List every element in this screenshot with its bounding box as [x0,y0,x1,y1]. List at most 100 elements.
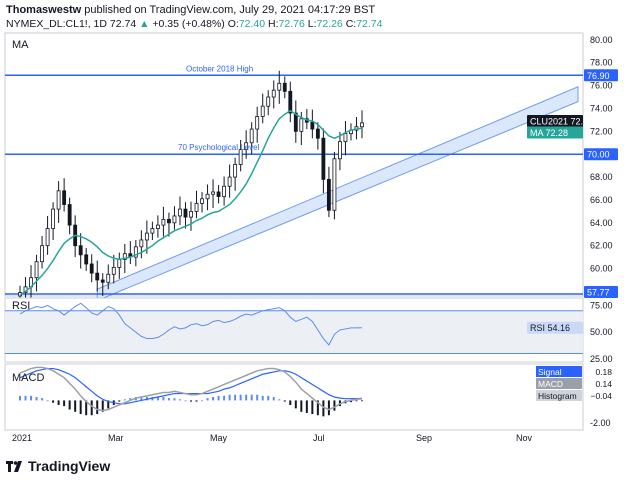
histogram-bar [24,395,27,401]
candle-body [216,191,221,197]
histogram-bar [41,398,44,401]
histogram-bar [101,400,104,412]
y-tick-label: 68.00 [590,172,613,182]
candle-body [293,112,298,132]
rsi-tick-label: 75.00 [590,300,613,310]
publish-line: Thomaswestw published on TradingView.com… [6,3,382,17]
level-badge: 76.90 [584,69,618,82]
close-label: C: [345,18,357,30]
candle-body [122,253,127,260]
candle-body [133,246,138,258]
histogram-bar [140,397,143,401]
histogram-bar [35,397,38,401]
candle-body [183,208,188,218]
publish-info: published on TradingView.com, July 29, 2… [84,4,376,16]
y-tick-label: 72.00 [590,126,613,136]
histogram-bar [239,394,242,401]
svg-text:Histogram: Histogram [538,391,577,401]
macd-panel-title: MACD [12,372,44,384]
svg-text:57.77: 57.77 [587,288,610,298]
candle-body [51,208,56,229]
macd-line [19,366,363,412]
histogram-bar [245,394,248,401]
candle-body [271,89,276,98]
y-tick-label: 80.00 [590,35,613,45]
x-axis: 2021 Mar May Jul Sep Nov [12,433,533,443]
svg-text:MACD: MACD [538,379,563,389]
candle-body [343,133,348,143]
symbol-label: NYMEX_DL:CL1!, 1D [6,18,107,30]
price-badge: CLU2021 72.74 [527,115,593,128]
candle-body [277,82,282,91]
candle-body [321,137,326,180]
histogram-bar [316,400,319,416]
author-name[interactable]: Thomaswestw [6,4,82,16]
x-tick-label: Mar [108,433,124,443]
low-value: 72.26 [316,18,343,30]
y-tick-label: 60.00 [590,264,613,274]
histogram-bar [256,394,259,401]
y-tick-label: 74.00 [590,103,613,113]
histogram-bar [79,400,82,415]
candle-body [315,128,320,139]
histogram-bar [333,400,336,411]
histogram-bar [217,395,220,401]
histogram-bar [19,395,21,401]
rsi-tick-label: 25.00 [590,354,613,364]
histogram-bar [267,395,270,401]
candle-body [139,239,144,248]
level-badge: 57.77 [584,286,618,298]
rsi-panel: RSI [4,297,584,363]
histogram-bar [349,400,352,403]
last-price: 72.74 [109,18,137,30]
candle-body [227,176,232,187]
candle-body [200,198,204,204]
histogram-bar [118,400,121,402]
svg-text:0.18: 0.18 [595,367,612,377]
histogram-bar [96,400,99,415]
histogram-bar [300,400,303,412]
histogram-bar [167,398,170,401]
svg-text:RSI 54.16: RSI 54.16 [530,323,570,333]
histogram-bar [311,400,314,415]
svg-text:MA 72.28: MA 72.28 [530,128,568,138]
candle-body [244,142,249,151]
candle-body [144,232,149,241]
histogram-bar [294,400,297,409]
candle-body [67,204,72,226]
candle-body [222,185,227,197]
histogram-bar [278,399,281,401]
level-badge: 70.00 [584,148,618,161]
x-tick-label: Nov [516,433,533,443]
y-tick-label: 66.00 [590,195,613,205]
candle-body [260,105,265,117]
histogram-bar [63,400,66,407]
histogram-bar [162,397,165,401]
histogram-bar [234,394,237,401]
candle-body [194,202,199,212]
open-value: 72.40 [238,18,266,30]
candle-body [332,158,337,211]
histogram-bar [68,400,71,410]
histogram-bar [283,400,286,402]
candle-body [360,122,364,128]
footer-brand[interactable]: TradingView [6,458,110,474]
histogram-bar [156,397,159,401]
candle-body [100,279,105,283]
macd-panel-frame [4,363,584,431]
rsi-panel-title: RSI [12,300,30,312]
candle-body [282,82,287,92]
price-panel: MA October 2018 High 70 Psychological Le… [4,32,584,303]
candle-body [178,208,182,217]
candle-body [161,218,166,226]
histogram-bar [184,400,187,402]
candle-body [255,116,260,130]
histogram-bar [261,395,264,401]
candle-body [45,228,50,247]
macd-badge: MACD 0.14 [536,378,612,389]
histogram-bar [327,400,330,416]
histogram-bar [85,400,88,416]
price-candles [18,70,364,303]
x-tick-label: Sep [416,433,432,443]
